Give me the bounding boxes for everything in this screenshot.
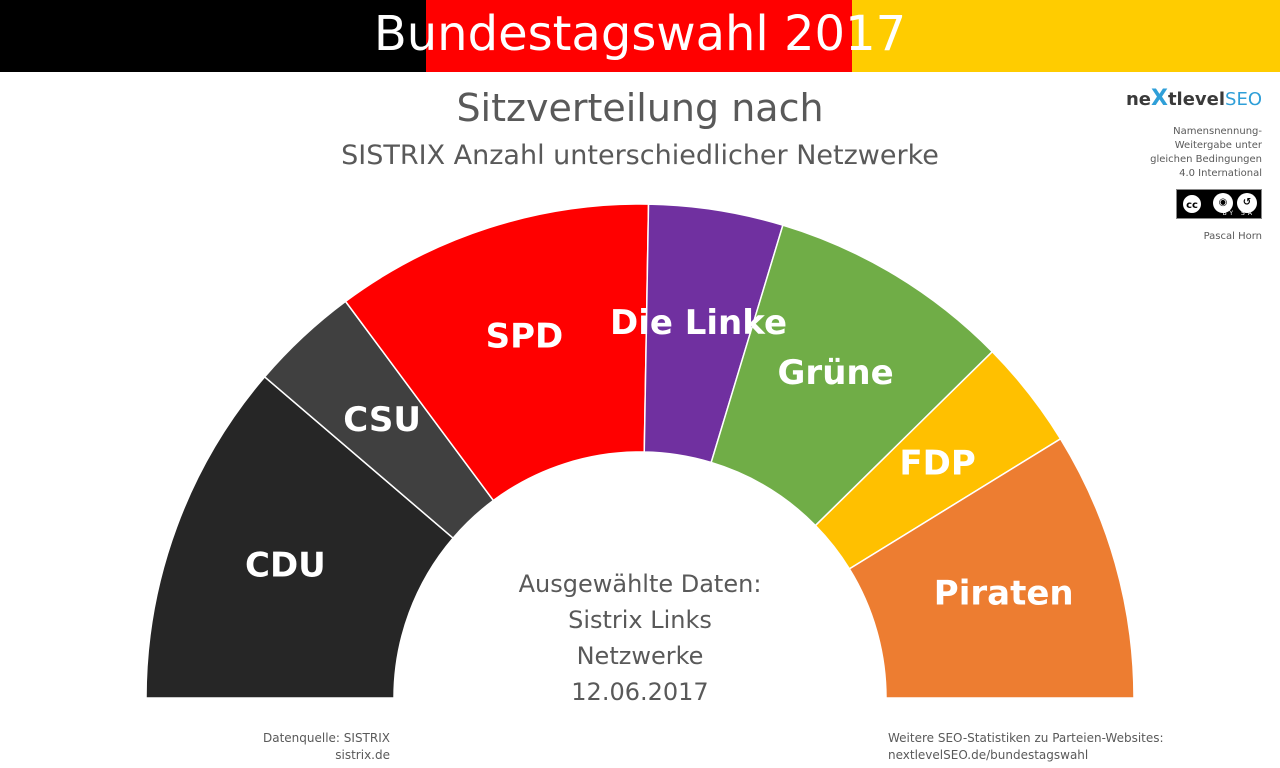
label-spd: SPD xyxy=(486,317,564,357)
cc-badge-labels: BY SA xyxy=(1222,210,1255,217)
flag-stripe-black xyxy=(0,0,426,72)
data-source-link[interactable]: sistrix.de xyxy=(335,748,390,762)
center-note: Ausgewählte Daten: Sistrix Links Netzwer… xyxy=(440,566,840,710)
data-source: Datenquelle: SISTRIX sistrix.de xyxy=(263,730,390,764)
attribution-icon: ◉ xyxy=(1213,193,1233,213)
chart-subtitle: SISTRIX Anzahl unterschiedlicher Netzwer… xyxy=(341,140,939,171)
license-text: Namensnennung- Weitergabe unter gleichen… xyxy=(1082,125,1262,181)
slice-piraten xyxy=(848,437,1135,699)
more-stats-link[interactable]: nextlevelSEO.de/bundestagswahl xyxy=(888,748,1089,762)
license-line: Namensnennung- xyxy=(1173,126,1262,137)
flag-banner: Bundestagswahl 2017 xyxy=(0,0,1280,72)
chart-title: Sitzverteilung nach xyxy=(456,86,824,130)
license-line: gleichen Bedingungen xyxy=(1150,154,1262,165)
more-stats-line: Weitere SEO-Statistiken zu Parteien-Webs… xyxy=(888,731,1164,745)
center-note-line: Ausgewählte Daten: xyxy=(518,570,762,598)
share-alike-icon: ↺ xyxy=(1237,193,1257,213)
slice-spd xyxy=(344,203,650,502)
more-stats: Weitere SEO-Statistiken zu Parteien-Webs… xyxy=(888,730,1164,764)
label-fdp: FDP xyxy=(899,443,975,483)
label-cdu: CDU xyxy=(245,546,326,586)
center-note-line: 12.06.2017 xyxy=(571,678,709,706)
slice-cdu xyxy=(145,375,455,699)
label-grüne: Grüne xyxy=(778,353,894,393)
label-csu: CSU xyxy=(343,400,421,440)
data-source-line: Datenquelle: SISTRIX xyxy=(262,731,390,745)
label-die-linke: Die Linke xyxy=(610,303,787,343)
license-line: Weitergabe unter xyxy=(1174,140,1262,151)
credit-block: neXtlevelSEO Namensnennung- Weitergabe u… xyxy=(1082,86,1262,242)
author-name: Pascal Horn xyxy=(1203,231,1262,242)
flag-stripe-gold xyxy=(852,0,1280,72)
center-note-line: Sistrix Links xyxy=(568,606,712,634)
label-piraten: Piraten xyxy=(934,573,1074,613)
cc-icon: cc xyxy=(1181,193,1203,215)
license-line: 4.0 International xyxy=(1179,168,1262,179)
flag-stripe-red xyxy=(426,0,852,72)
cc-by-sa-badge: cc ◉ ↺ BY SA xyxy=(1176,189,1262,219)
banner-title: Bundestagswahl 2017 xyxy=(373,6,907,62)
center-note-line: Netzwerke xyxy=(576,642,704,670)
nextlevelseo-logo: neXtlevelSEO xyxy=(1125,86,1262,111)
